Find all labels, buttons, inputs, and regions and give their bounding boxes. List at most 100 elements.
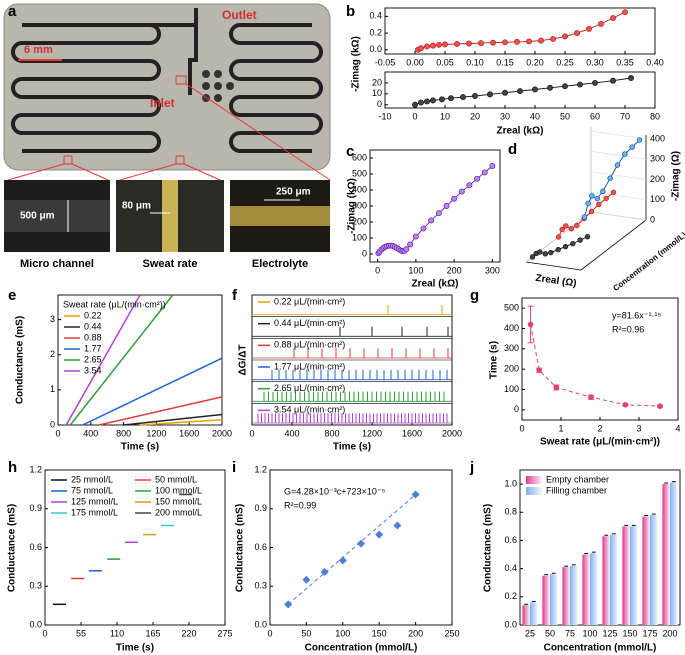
y-tick-label: 100 bbox=[352, 232, 367, 242]
z-tick-label: 0 bbox=[650, 214, 655, 224]
x-tick-label: 30 bbox=[500, 111, 510, 121]
data-point bbox=[284, 600, 293, 609]
data-point bbox=[430, 42, 436, 49]
inset-scale: 250 μm bbox=[276, 187, 311, 198]
data-point bbox=[436, 41, 442, 48]
data-point bbox=[532, 86, 538, 93]
y-tick-label: 200 bbox=[352, 216, 367, 226]
data-point bbox=[629, 144, 635, 150]
y-tick-label: 1.2 bbox=[29, 464, 42, 474]
data-point bbox=[603, 195, 609, 202]
legend-label: 0.44 bbox=[84, 321, 102, 331]
bar bbox=[630, 526, 638, 625]
y-axis-label: Conductance (mS) bbox=[15, 316, 26, 404]
zoom-box bbox=[63, 155, 73, 165]
data-point bbox=[412, 101, 418, 108]
data-point bbox=[418, 99, 424, 106]
data-point bbox=[454, 41, 460, 47]
data-point bbox=[574, 222, 580, 229]
bar bbox=[550, 574, 558, 625]
data-point bbox=[657, 403, 663, 409]
x-tick-label: 0.30 bbox=[586, 57, 604, 67]
x-tick-label: 25 bbox=[525, 628, 535, 638]
data-point bbox=[412, 233, 419, 240]
x-tick-label: 800 bbox=[116, 428, 131, 438]
data-point bbox=[547, 84, 553, 91]
x-tick-label: 3 bbox=[636, 423, 641, 433]
y-axis-label: Conductance (mS) bbox=[483, 504, 494, 592]
right-channel bbox=[229, 23, 323, 153]
x-tick-label: 0 bbox=[55, 428, 60, 438]
legend-label: 150 mmol/L bbox=[155, 496, 202, 506]
y-tick-label: 400 bbox=[352, 184, 367, 194]
x-tick-label: 70 bbox=[620, 111, 630, 121]
data-point bbox=[443, 203, 450, 209]
data-point bbox=[529, 254, 536, 260]
x-tick-label: 0 bbox=[375, 265, 380, 275]
y-axis-label: -Zimag (kΩ) bbox=[347, 178, 358, 234]
data-point bbox=[407, 241, 414, 248]
legend-label: 100 mmol/L bbox=[155, 485, 202, 495]
series-line bbox=[82, 357, 223, 426]
data-point bbox=[302, 575, 311, 584]
outlet-label: Outlet bbox=[222, 8, 257, 22]
zoom-box bbox=[175, 155, 185, 165]
legend-label: 3.54 bbox=[84, 365, 102, 375]
bar bbox=[530, 602, 538, 625]
grid-line bbox=[590, 211, 647, 221]
x-tick-label: 0 bbox=[42, 628, 47, 638]
z-tick-label: 300 bbox=[650, 154, 665, 164]
data-point bbox=[577, 237, 583, 243]
x-tick-label: 300 bbox=[485, 265, 500, 275]
data-point bbox=[542, 251, 549, 257]
y-tick-label: 0.6 bbox=[29, 542, 42, 552]
data-point bbox=[448, 95, 454, 102]
data-point bbox=[553, 384, 560, 391]
device-photo bbox=[3, 3, 331, 171]
data-point bbox=[466, 182, 473, 189]
x-axis bbox=[525, 261, 582, 271]
data-point bbox=[563, 223, 569, 229]
zoom-lines bbox=[7, 83, 331, 181]
legend-swatch bbox=[526, 487, 542, 495]
y-tick-label: 0.9 bbox=[29, 503, 42, 513]
series-line bbox=[123, 413, 223, 426]
y-axis-label: Conductance (mS) bbox=[7, 504, 18, 592]
y-tick-label: 0.3 bbox=[254, 581, 267, 591]
panel-label: e bbox=[8, 287, 16, 304]
y-axis-label: Time (s) bbox=[489, 341, 500, 379]
data-point bbox=[607, 175, 613, 181]
data-point bbox=[610, 15, 616, 21]
x-tick-label: 0.00 bbox=[406, 57, 424, 67]
data-point bbox=[559, 226, 565, 233]
data-point bbox=[562, 83, 568, 90]
data-point bbox=[527, 321, 534, 328]
annotation: R²=0.99 bbox=[284, 500, 316, 510]
legend-label: 1.77 bbox=[84, 343, 102, 353]
inset-channel bbox=[4, 200, 110, 232]
x-tick-label: 100 bbox=[582, 628, 597, 638]
x-tick-label: 0.25 bbox=[556, 57, 574, 67]
data-point bbox=[570, 240, 576, 247]
inlet-label: Inlet bbox=[150, 96, 175, 110]
x-tick-label: 165 bbox=[145, 628, 160, 638]
x-tick-label: 200 bbox=[408, 628, 423, 638]
depth-axis-label: Concentration (mmol/L) bbox=[611, 230, 685, 293]
y-tick-label: 0.4 bbox=[369, 11, 382, 21]
y-tick-label: 0.4 bbox=[504, 563, 517, 573]
panel-label: d bbox=[508, 141, 517, 158]
data-point bbox=[596, 201, 602, 208]
row-label: 2.65 μL/(min·cm²) bbox=[274, 383, 345, 393]
data-point bbox=[472, 93, 478, 99]
bar bbox=[670, 482, 678, 625]
y-tick-label: 500 bbox=[352, 168, 367, 178]
inset-caption: Sweat rate bbox=[142, 258, 197, 270]
inset-scale: 80 μm bbox=[122, 201, 151, 212]
x-tick-label: 0 bbox=[267, 628, 272, 638]
grid-line bbox=[590, 171, 647, 180]
x-tick-label: 0 bbox=[519, 423, 524, 433]
x-tick-label: 100 bbox=[335, 628, 350, 638]
data-point bbox=[562, 33, 568, 40]
legend-swatch bbox=[526, 476, 542, 484]
data-point bbox=[598, 20, 604, 27]
